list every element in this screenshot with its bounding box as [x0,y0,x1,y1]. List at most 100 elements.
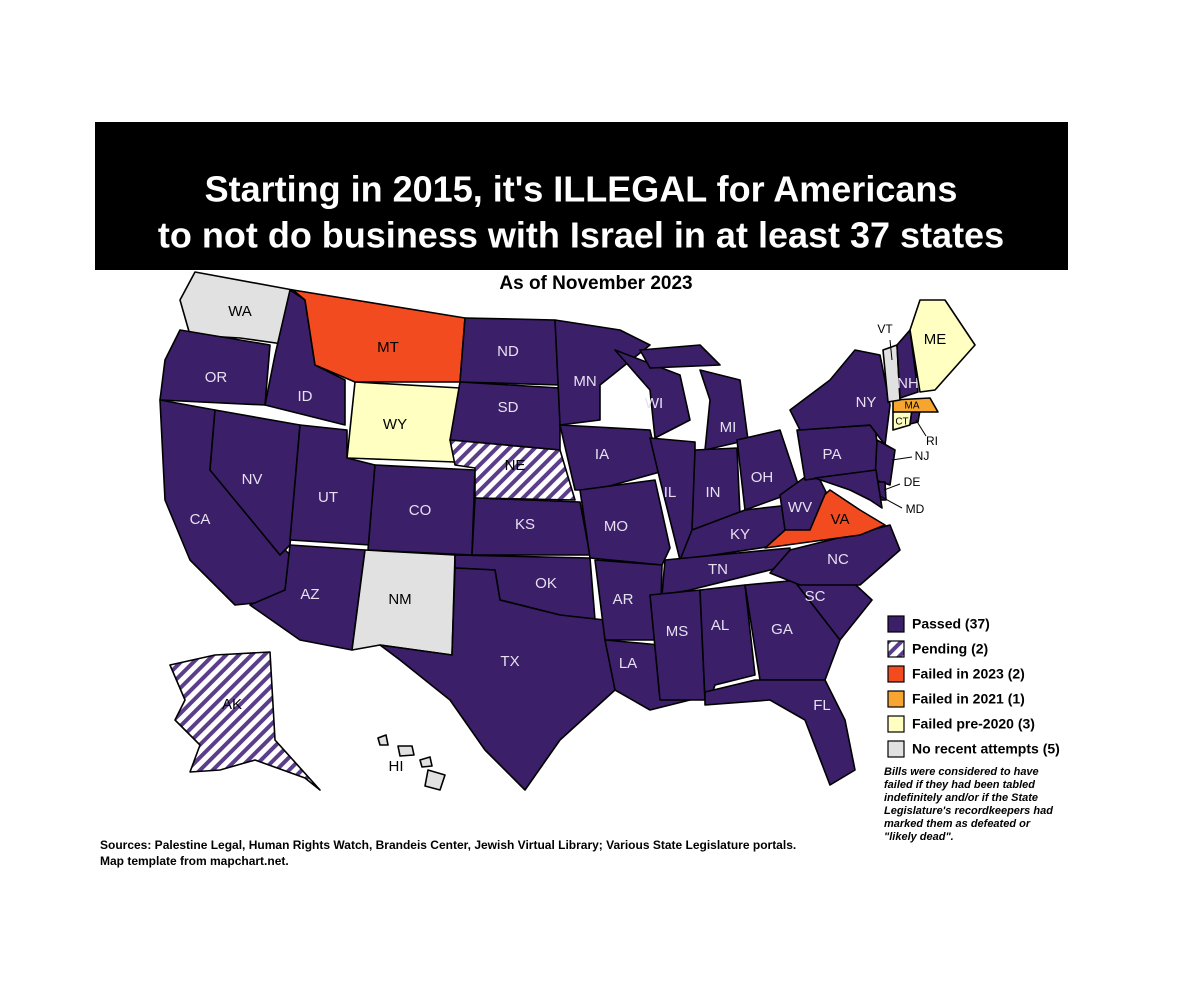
leader-line [879,495,903,509]
legend-label: Failed in 2023 (2) [912,666,1025,682]
state-label: AR [613,591,634,608]
subtitle: As of November 2023 [499,273,692,294]
state-shape [892,397,939,413]
state-label: ME [924,331,947,348]
legend-label: Failed pre-2020 (3) [912,716,1035,732]
state-label: WI [645,395,663,412]
legend-label: Failed in 2021 (1) [912,691,1025,707]
state-label: TN [708,561,728,578]
state-shape [159,329,271,406]
state-label: DE [904,475,921,489]
state-label: PA [823,446,842,463]
leader-line [891,456,913,461]
state-label: ID [298,388,313,405]
legend-swatch [887,665,905,683]
state-shape [661,547,791,596]
title-box [95,122,1068,270]
us-map: WA OR CA ID NV MT WY UT CO AZ NM ND SD NE KS OK TX MN IA MO… [159,271,976,791]
state-shape [874,439,896,486]
state-shape [614,349,691,439]
state-shape [639,344,721,369]
state-shape [424,769,446,791]
title-line: Starting in 2015, it's ILLEGAL for Ameri… [205,169,958,210]
state-label: AK [222,696,242,713]
state-label: VA [831,511,850,528]
leader-line [889,339,893,361]
note-box: Bills were considered to have failed if … [884,766,1053,843]
state-shape [209,409,301,556]
state-label: WA [228,303,252,320]
state-label: OK [535,575,557,592]
state-label: NY [856,394,877,411]
state-label: NM [388,591,411,608]
state-label: HI [389,758,404,775]
legend: Passed (37) Pending (2) Failed in 2023 (2)… [887,615,1060,758]
state-label: NJ [915,449,930,463]
state-label: NV [242,471,263,488]
state-label: UT [318,489,338,506]
state-shape [377,734,389,746]
state-shape [449,381,561,451]
legend-label: Passed (37) [912,616,990,632]
state-shape [896,329,919,399]
legend-swatch [887,740,905,758]
state-label: FL [813,697,831,714]
legend-swatch [887,615,905,633]
state-shape [649,589,706,701]
state-shape [419,756,433,768]
state-label: NC [827,551,849,568]
state-label: IN [706,484,721,501]
state-label: OR [205,369,228,386]
state-label: AZ [300,586,319,603]
title-line: to not do business with Israel in at lea… [158,215,1004,256]
state-shape [789,349,891,446]
state-label: VT [877,322,893,336]
state-shape [882,344,901,403]
sources: Sources: Palestine Legal, Human Rights W… [100,838,796,852]
state-label: AL [711,617,729,634]
legend-swatch [887,690,905,708]
state-label: CT [895,417,908,428]
state-label: MO [604,518,628,535]
state-label: MD [906,502,925,516]
state-shape [169,651,321,791]
state-label: SC [805,588,826,605]
state-shape [379,567,616,791]
state-label: WV [788,499,812,516]
note: Bills were considered to have failed if … [884,766,1053,843]
state-label: MA [905,401,920,412]
leader-line [883,483,901,491]
state-label: IA [595,446,609,463]
state-label: TX [500,653,519,670]
state-label: OH [751,469,774,486]
state-label: CO [409,502,432,519]
leader-line [915,419,927,437]
state-label: GA [771,621,793,638]
state-label: MS [666,623,689,640]
legend-swatch [887,640,905,658]
legend-label: Pending (2) [912,641,988,657]
state-label: SD [498,399,519,416]
state-label: RI [926,434,938,448]
state-shape [814,469,883,509]
legend-swatch [887,715,905,733]
state-shape [704,679,856,786]
state-shape [769,524,901,586]
state-label: MI [720,419,737,436]
legend-label: No recent attempts (5) [912,741,1060,757]
state-label: KS [515,516,535,533]
state-label: MT [377,339,399,356]
state-shape [397,745,415,757]
state-label: ND [497,343,519,360]
sources: Map template from mapchart.net. [100,854,289,868]
state-label: WY [383,416,407,433]
state-shape [699,369,749,451]
state-shape [559,424,661,491]
state-shape [909,299,976,393]
state-label: IL [664,484,677,501]
state-label: LA [619,655,637,672]
state-label: KY [730,526,750,543]
state-label: NH [897,375,919,392]
state-label: MN [573,373,596,390]
